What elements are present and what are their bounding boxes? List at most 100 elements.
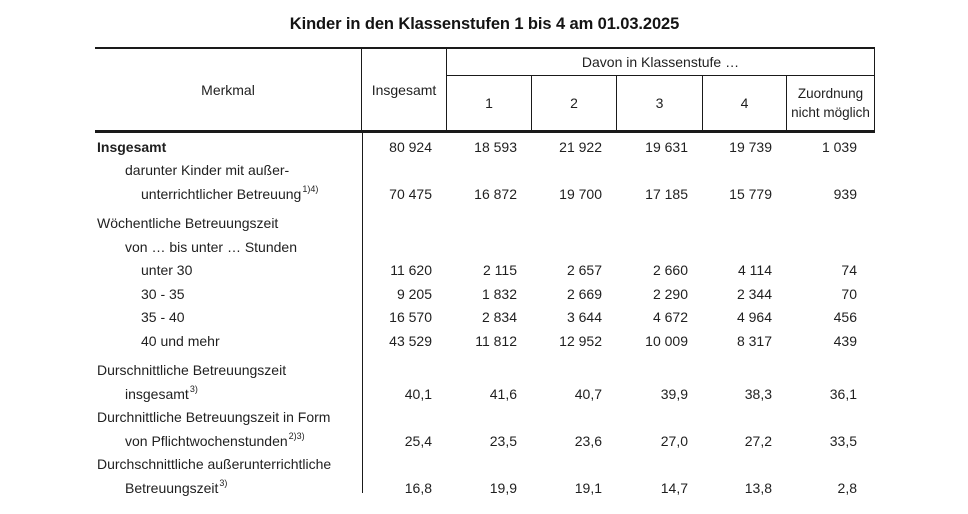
value-cell: 4 964 — [736, 309, 772, 326]
value-cell: 19 631 — [645, 138, 688, 155]
value-cell: 16,8 — [404, 479, 432, 496]
value-cell: 439 — [833, 332, 857, 349]
table-row: darunter Kinder mit außer- — [95, 159, 874, 183]
table-row: Durchnittliche Betreuungszeit in Form — [95, 406, 874, 430]
column-header-klasse-2: 2 — [532, 76, 617, 130]
column-group-header-davon: Davon in Klassenstufe … — [447, 49, 874, 76]
column-header-zuordnung-nicht-moeglich: Zuordnung nicht möglich — [791, 85, 870, 121]
value-cell: 18 593 — [474, 138, 517, 155]
row-label: 30 - 35 — [141, 285, 185, 302]
row-label: Insgesamt — [97, 138, 167, 155]
value-cell: 12 952 — [559, 332, 602, 349]
value-cell: 2 660 — [652, 262, 688, 279]
value-cell: 25,4 — [404, 432, 432, 449]
value-cell: 39,9 — [660, 385, 688, 402]
value-cell: 10 009 — [645, 332, 688, 349]
value-cell: 38,3 — [744, 385, 772, 402]
value-cell: 13,8 — [744, 479, 772, 496]
value-cell: 21 922 — [559, 138, 602, 155]
row-label: von Pflichtwochenstunden2)3) — [125, 431, 305, 449]
statistics-table: Merkmal Insgesamt Davon in Klassenstufe … — [95, 47, 875, 500]
value-cell: 23,5 — [489, 432, 517, 449]
value-cell: 16 570 — [389, 309, 432, 326]
column-header-merkmal: Merkmal — [95, 49, 362, 130]
column-header-klasse-3: 3 — [617, 76, 703, 130]
value-cell: 1 832 — [481, 285, 517, 302]
value-cell: 2 115 — [483, 262, 517, 279]
value-cell: 23,6 — [574, 432, 602, 449]
value-cell: 11 812 — [475, 332, 517, 349]
value-cell: 70 475 — [389, 185, 432, 202]
value-cell: 19,9 — [489, 479, 517, 496]
value-cell: 74 — [841, 262, 857, 279]
value-cell: 15 779 — [729, 185, 772, 202]
row-label: unter 30 — [141, 262, 193, 279]
table-row: insgesamt3) 40,1 41,6 40,7 39,9 38,3 36,1 — [95, 382, 874, 406]
footnote-marker: 2)3) — [288, 431, 305, 442]
table-row: Wöchentliche Betreuungszeit — [95, 212, 874, 236]
row-label: 35 - 40 — [141, 309, 185, 326]
row-label: Betreuungszeit3) — [125, 478, 228, 496]
row-label: von … bis unter … Stunden — [125, 238, 297, 255]
page-title: Kinder in den Klassenstufen 1 bis 4 am 0… — [289, 15, 680, 33]
row-label: Durchnittliche Betreuungszeit in Form — [97, 409, 331, 426]
value-cell: 40,1 — [404, 385, 432, 402]
row-label: insgesamt3) — [125, 384, 198, 402]
value-cell: 2 290 — [652, 285, 688, 302]
table-header: Merkmal Insgesamt Davon in Klassenstufe … — [95, 47, 875, 133]
row-label: unterrichtlicher Betreuung1)4) — [141, 184, 319, 202]
footnote-marker: 3) — [219, 478, 228, 489]
value-cell: 27,0 — [660, 432, 688, 449]
value-cell: 1 039 — [821, 138, 857, 155]
value-cell: 43 529 — [389, 332, 432, 349]
value-cell: 11 620 — [390, 262, 432, 279]
value-cell: 70 — [841, 285, 857, 302]
value-cell: 41,6 — [489, 385, 517, 402]
column-header-insgesamt: Insgesamt — [362, 49, 447, 130]
value-cell: 17 185 — [645, 185, 688, 202]
value-cell: 2 344 — [736, 285, 772, 302]
value-cell: 2 834 — [481, 309, 517, 326]
value-cell: 33,5 — [829, 432, 857, 449]
value-cell: 4 672 — [652, 309, 688, 326]
table-body: Insgesamt 80 924 18 593 21 922 19 631 19 739 1… — [95, 133, 874, 500]
value-cell: 19 739 — [729, 138, 772, 155]
row-label: Durchschnittliche außerunterrichtliche — [97, 456, 332, 473]
value-cell: 3 644 — [566, 309, 602, 326]
value-cell: 456 — [833, 309, 857, 326]
value-cell: 40,7 — [574, 385, 602, 402]
table-row: Durschnittliche Betreuungszeit — [95, 359, 874, 383]
row-label: 40 und mehr — [141, 332, 220, 349]
value-cell: 19 700 — [559, 185, 602, 202]
value-cell: 19,1 — [574, 479, 602, 496]
column-header-klasse-4: 4 — [703, 76, 787, 130]
table-row: unter 30 11 620 2 115 2 657 2 660 4 114 74 — [95, 259, 874, 283]
value-cell: 2 669 — [566, 285, 602, 302]
table-row: unterrichtlicher Betreuung1)4) 70 475 16 8… — [95, 182, 874, 206]
value-cell: 14,7 — [660, 479, 688, 496]
table-row: 35 - 40 16 570 2 834 3 644 4 672 4 964 456 — [95, 306, 874, 330]
value-cell: 36,1 — [829, 385, 857, 402]
table-row: von Pflichtwochenstunden2)3) 25,4 23,5 23,6… — [95, 429, 874, 453]
value-cell: 27,2 — [744, 432, 772, 449]
footnote-marker: 1)4) — [302, 184, 319, 195]
value-cell: 2,8 — [837, 479, 857, 496]
row-label: darunter Kinder mit außer- — [125, 162, 290, 179]
table-row: Durchschnittliche außerunterrichtliche — [95, 453, 874, 477]
value-cell: 8 317 — [736, 332, 772, 349]
footnote-marker: 3) — [189, 384, 198, 395]
row-label: Wöchentliche Betreuungszeit — [97, 215, 279, 232]
value-cell: 2 657 — [566, 262, 602, 279]
value-cell: 80 924 — [389, 138, 432, 155]
table-row: 40 und mehr 43 529 11 812 12 952 10 009 8 317… — [95, 329, 874, 353]
column-header-klasse-1: 1 — [447, 76, 532, 130]
value-cell: 4 114 — [738, 262, 772, 279]
value-cell: 16 872 — [474, 185, 517, 202]
table-row: von … bis unter … Stunden — [95, 235, 874, 259]
table-row: 30 - 35 9 205 1 832 2 669 2 290 2 344 70 — [95, 282, 874, 306]
value-cell: 9 205 — [396, 285, 432, 302]
row-label: Durschnittliche Betreuungszeit — [97, 362, 287, 379]
value-cell: 939 — [833, 185, 857, 202]
table-row: Insgesamt 80 924 18 593 21 922 19 631 19 739 1… — [95, 135, 874, 159]
